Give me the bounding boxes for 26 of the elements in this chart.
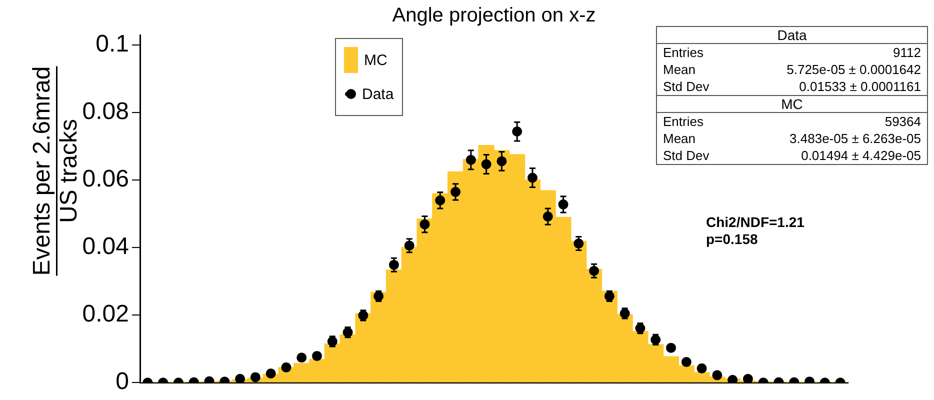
text: 59364 xyxy=(884,114,921,129)
annotation: 0.01494 ± 4.429e-05 xyxy=(801,148,921,163)
y-tick-label: 0.08 xyxy=(82,98,129,126)
y-axis-title: Events per 2.6mrad US tracks xyxy=(28,66,83,276)
annotation: 3.483e-05 ± 6.263e-05 xyxy=(790,131,921,146)
y-tick-label: 0 xyxy=(116,368,129,396)
y-tick-label: 0.06 xyxy=(82,166,129,193)
y-tick-label: 0.02 xyxy=(82,300,129,328)
annotation: p=0.158 xyxy=(706,231,759,248)
y-tick-label: 0.1 xyxy=(96,30,129,58)
y-tick-label: 0.04 xyxy=(82,233,129,260)
annotation: Data xyxy=(657,27,927,44)
annotation: Mean xyxy=(663,62,696,77)
annotation: Std Dev xyxy=(663,148,710,163)
legend-label: Data xyxy=(362,86,394,102)
legend-label: MC xyxy=(364,52,388,68)
annotation: Mean xyxy=(663,131,696,146)
text: 9112 xyxy=(893,45,921,60)
chart-title: Angle projection on x-z xyxy=(392,4,596,27)
annotation: MC xyxy=(657,96,927,113)
annotation: 0.01533 ± 0.0001161 xyxy=(799,79,921,94)
annotation: Entries xyxy=(663,114,704,129)
annotation: Chi2/NDF=1.21 xyxy=(706,214,804,231)
annotation: 5.725e-05 ± 0.0001642 xyxy=(786,62,921,77)
annotation: Std Dev xyxy=(663,79,710,94)
annotation: Entries xyxy=(663,45,704,60)
